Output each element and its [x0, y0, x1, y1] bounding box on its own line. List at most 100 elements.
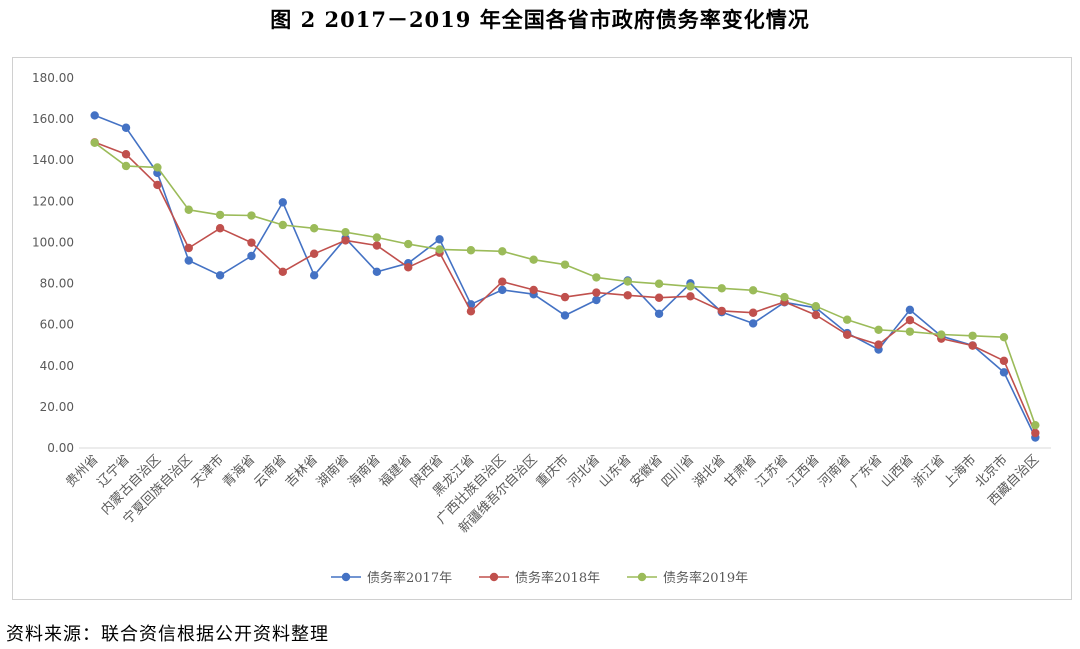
x-tick-label: 吉林省 — [283, 452, 321, 490]
data-point — [654, 309, 664, 318]
data-point — [560, 292, 570, 302]
data-point — [905, 327, 915, 336]
data-point — [811, 301, 821, 311]
data-point — [1031, 420, 1040, 430]
x-axis: 贵州省辽宁省内蒙古自治区宁夏回族自治区天津市青海省云南省吉林省湖南省海南省福建省… — [63, 447, 1051, 536]
data-point — [874, 325, 883, 335]
data-point — [466, 246, 476, 255]
data-point — [560, 260, 570, 269]
data-point — [654, 279, 664, 288]
y-tick-label: 160.00 — [32, 112, 74, 126]
series-3 — [90, 138, 1040, 430]
x-tick-label: 安徽省 — [628, 452, 666, 490]
y-tick-label: 80.00 — [40, 277, 74, 291]
legend-label: 债务率2019年 — [663, 570, 748, 586]
data-point — [842, 315, 852, 324]
data-point — [686, 292, 695, 301]
data-point — [90, 111, 99, 120]
data-point — [748, 308, 758, 317]
legend-item: 债务率2018年 — [479, 570, 600, 586]
series-line — [94, 141, 1037, 434]
y-tick-label: 60.00 — [40, 318, 74, 332]
data-point — [842, 330, 852, 339]
x-tick-label: 湖南省 — [313, 452, 352, 491]
data-point — [435, 235, 444, 244]
data-point — [404, 263, 413, 272]
data-point — [874, 340, 883, 349]
data-point — [153, 163, 162, 172]
data-point — [466, 307, 476, 316]
y-tick-label: 0.00 — [47, 441, 74, 455]
data-point — [623, 291, 632, 300]
data-point — [247, 211, 256, 220]
data-point — [215, 210, 225, 220]
x-tick-label: 重庆市 — [533, 452, 572, 491]
y-tick-label: 140.00 — [32, 153, 74, 167]
data-point — [215, 224, 225, 233]
legend-item: 债务率2019年 — [627, 570, 748, 586]
data-point — [623, 277, 632, 286]
series-line — [94, 114, 1037, 438]
data-point — [278, 220, 288, 230]
data-point — [592, 273, 601, 282]
data-point — [278, 198, 288, 207]
data-point — [121, 161, 131, 171]
x-tick-label: 湖北省 — [690, 452, 728, 490]
x-tick-label: 广东省 — [847, 452, 885, 490]
figure-title: 图 2 2017－2019 年全国各省市政府债务率变化情况 — [270, 7, 810, 32]
data-point — [529, 285, 538, 295]
y-tick-label: 40.00 — [40, 359, 74, 373]
line-chart: 0.00 20.00 40.00 60.00 80.00 100.00 120.00 140.… — [32, 71, 1051, 586]
x-tick-label: 上海市 — [941, 452, 980, 491]
series-2 — [90, 138, 1040, 438]
data-point — [372, 241, 382, 250]
data-point — [717, 284, 726, 293]
series-layer — [90, 111, 1040, 442]
data-point — [247, 251, 256, 261]
data-point — [278, 267, 288, 277]
x-tick-label: 山东省 — [596, 452, 634, 490]
legend-label: 债务率2017年 — [367, 570, 452, 586]
chart-frame: 0.00 20.00 40.00 60.00 80.00 100.00 120.00 140.… — [12, 57, 1072, 600]
x-tick-label: 山西省 — [879, 452, 917, 490]
data-point — [184, 256, 193, 265]
data-point — [592, 295, 601, 305]
data-point — [121, 150, 131, 159]
data-point — [905, 305, 915, 315]
data-point — [153, 180, 162, 190]
data-point — [498, 277, 507, 286]
data-point — [309, 249, 319, 258]
data-point — [498, 285, 507, 295]
data-point — [968, 341, 977, 350]
data-point — [404, 239, 413, 249]
series-line — [94, 142, 1037, 426]
data-point — [498, 247, 507, 256]
data-point — [90, 138, 99, 147]
y-tick-label: 20.00 — [40, 400, 74, 414]
data-point — [1031, 428, 1040, 438]
legend-item: 债务率2017年 — [331, 570, 452, 586]
data-point — [968, 331, 977, 340]
data-point — [309, 224, 319, 233]
data-point — [999, 356, 1009, 366]
legend-marker — [637, 572, 647, 582]
data-point — [999, 333, 1009, 342]
data-point — [748, 319, 758, 328]
x-tick-label: 甘肃省 — [722, 452, 760, 490]
y-tick-label: 180.00 — [32, 71, 74, 85]
x-tick-label: 四川省 — [659, 452, 697, 490]
data-point — [717, 306, 726, 316]
x-tick-label: 福建省 — [377, 452, 415, 490]
x-tick-label: 天津市 — [188, 452, 227, 491]
source-note: 资料来源：联合资信根据公开资料整理 — [6, 624, 329, 645]
data-point — [654, 293, 664, 302]
data-point — [372, 233, 382, 242]
x-tick-label: 浙江省 — [910, 452, 948, 490]
data-point — [560, 311, 570, 320]
data-point — [341, 227, 350, 237]
data-point — [341, 236, 350, 245]
y-tick-label: 100.00 — [32, 235, 74, 249]
legend-marker — [489, 572, 499, 582]
data-point — [937, 330, 946, 339]
x-tick-label: 海南省 — [345, 452, 384, 491]
